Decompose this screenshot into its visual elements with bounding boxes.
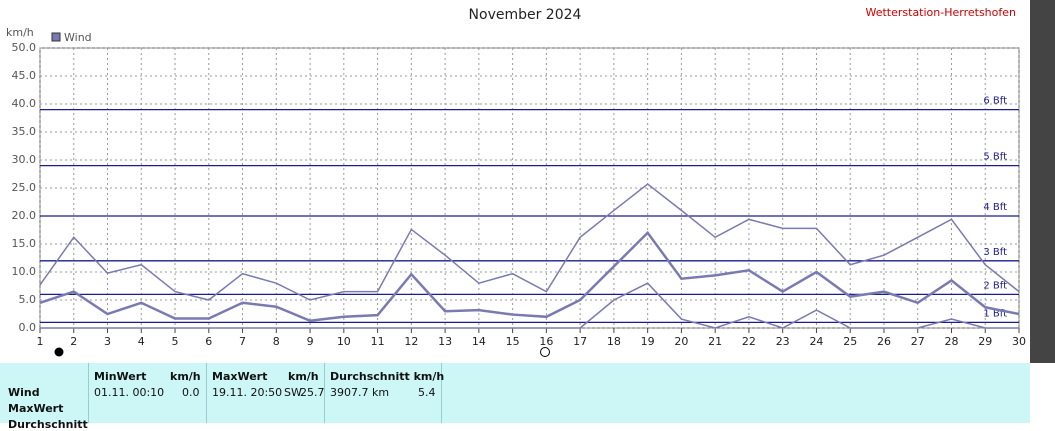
moon-icon	[54, 347, 64, 357]
x-tick-label: 29	[978, 335, 992, 348]
y-tick-label: 45.0	[12, 69, 37, 82]
separator	[324, 363, 325, 423]
moon-icon	[540, 347, 550, 357]
side-panel	[1030, 0, 1055, 363]
x-tick-label: 11	[371, 335, 385, 348]
row-label: MaxWert	[8, 402, 64, 415]
y-tick-label: 10.0	[12, 265, 37, 278]
header: MaxWert	[212, 370, 268, 383]
cell: 5.4	[418, 386, 436, 399]
x-tick-label: 2	[70, 335, 77, 348]
y-tick-label: 35.0	[12, 125, 37, 138]
chart: November 2024 Wetterstation-Herretshofen…	[6, 0, 1055, 363]
y-tick-label: 0.0	[19, 321, 37, 334]
cell: 25.7	[300, 386, 325, 399]
series-line	[39, 230, 1020, 322]
series-line	[40, 282, 1019, 329]
x-tick-label: 28	[944, 335, 958, 348]
y-tick-label: 20.0	[12, 209, 37, 222]
x-tick-label: 19	[641, 335, 655, 348]
x-tick-label: 5	[172, 335, 179, 348]
x-tick-label: 6	[205, 335, 212, 348]
x-tick-label: 30	[1012, 335, 1026, 348]
x-tick-label: 15	[506, 335, 520, 348]
y-tick-label: 25.0	[12, 181, 37, 194]
series-line	[39, 183, 1020, 301]
x-tick-label: 13	[438, 335, 452, 348]
x-tick-label: 26	[877, 335, 891, 348]
x-tick-label: 21	[708, 335, 722, 348]
x-tick-label: 7	[239, 335, 246, 348]
row-label: Durchschnitt	[8, 418, 88, 431]
beaufort-label: 2 Bft	[983, 280, 1007, 291]
stats-table: MinWert km/h MaxWert km/h Durchschnitt k…	[0, 363, 1030, 431]
y-tick-label: 40.0	[12, 97, 37, 110]
x-tick-label: 12	[404, 335, 418, 348]
x-tick-label: 9	[307, 335, 314, 348]
cell: 3907.7 km	[330, 386, 390, 399]
separator	[441, 363, 442, 423]
header: Durchschnitt km/h	[330, 370, 445, 383]
y-axis-label: km/h	[6, 26, 34, 39]
header: km/h	[170, 370, 201, 383]
cell: 01.11. 00:10	[94, 386, 165, 399]
separator	[88, 363, 89, 423]
beaufort-label: 6 Bft	[983, 96, 1007, 107]
y-tick-label: 5.0	[19, 293, 37, 306]
x-tick-label: 4	[138, 335, 145, 348]
x-tick-label: 25	[843, 335, 857, 348]
y-tick-label: 30.0	[12, 153, 37, 166]
x-tick-label: 24	[809, 335, 823, 348]
legend-label: Wind	[64, 31, 92, 44]
x-tick-label: 10	[337, 335, 351, 348]
beaufort-label: 5 Bft	[983, 152, 1007, 163]
x-tick-label: 18	[607, 335, 621, 348]
legend-swatch	[51, 32, 61, 42]
x-tick-label: 3	[104, 335, 111, 348]
y-tick-label: 15.0	[12, 237, 37, 250]
cell: SW	[284, 386, 302, 399]
x-tick-label: 14	[472, 335, 486, 348]
x-tick-label: 27	[911, 335, 925, 348]
x-tick-label: 17	[573, 335, 587, 348]
station-name: Wetterstation-Herretshofen	[865, 6, 1016, 19]
separator	[206, 363, 207, 423]
cell: 0.0	[182, 386, 200, 399]
header: MinWert	[94, 370, 147, 383]
x-tick-label: 23	[776, 335, 790, 348]
x-tick-label: 1	[37, 335, 44, 348]
chart-title: November 2024	[469, 7, 582, 23]
beaufort-label: 3 Bft	[983, 247, 1007, 258]
y-tick-label: 50.0	[12, 41, 37, 54]
beaufort-label: 1 Bft	[983, 308, 1007, 319]
x-tick-label: 8	[273, 335, 280, 348]
cell: 19.11. 20:50	[212, 386, 283, 399]
header: km/h	[288, 370, 319, 383]
beaufort-label: 4 Bft	[983, 202, 1007, 213]
x-tick-label: 16	[539, 335, 553, 348]
x-tick-label: 22	[742, 335, 756, 348]
row-label: Wind	[8, 386, 40, 399]
x-tick-label: 20	[674, 335, 688, 348]
